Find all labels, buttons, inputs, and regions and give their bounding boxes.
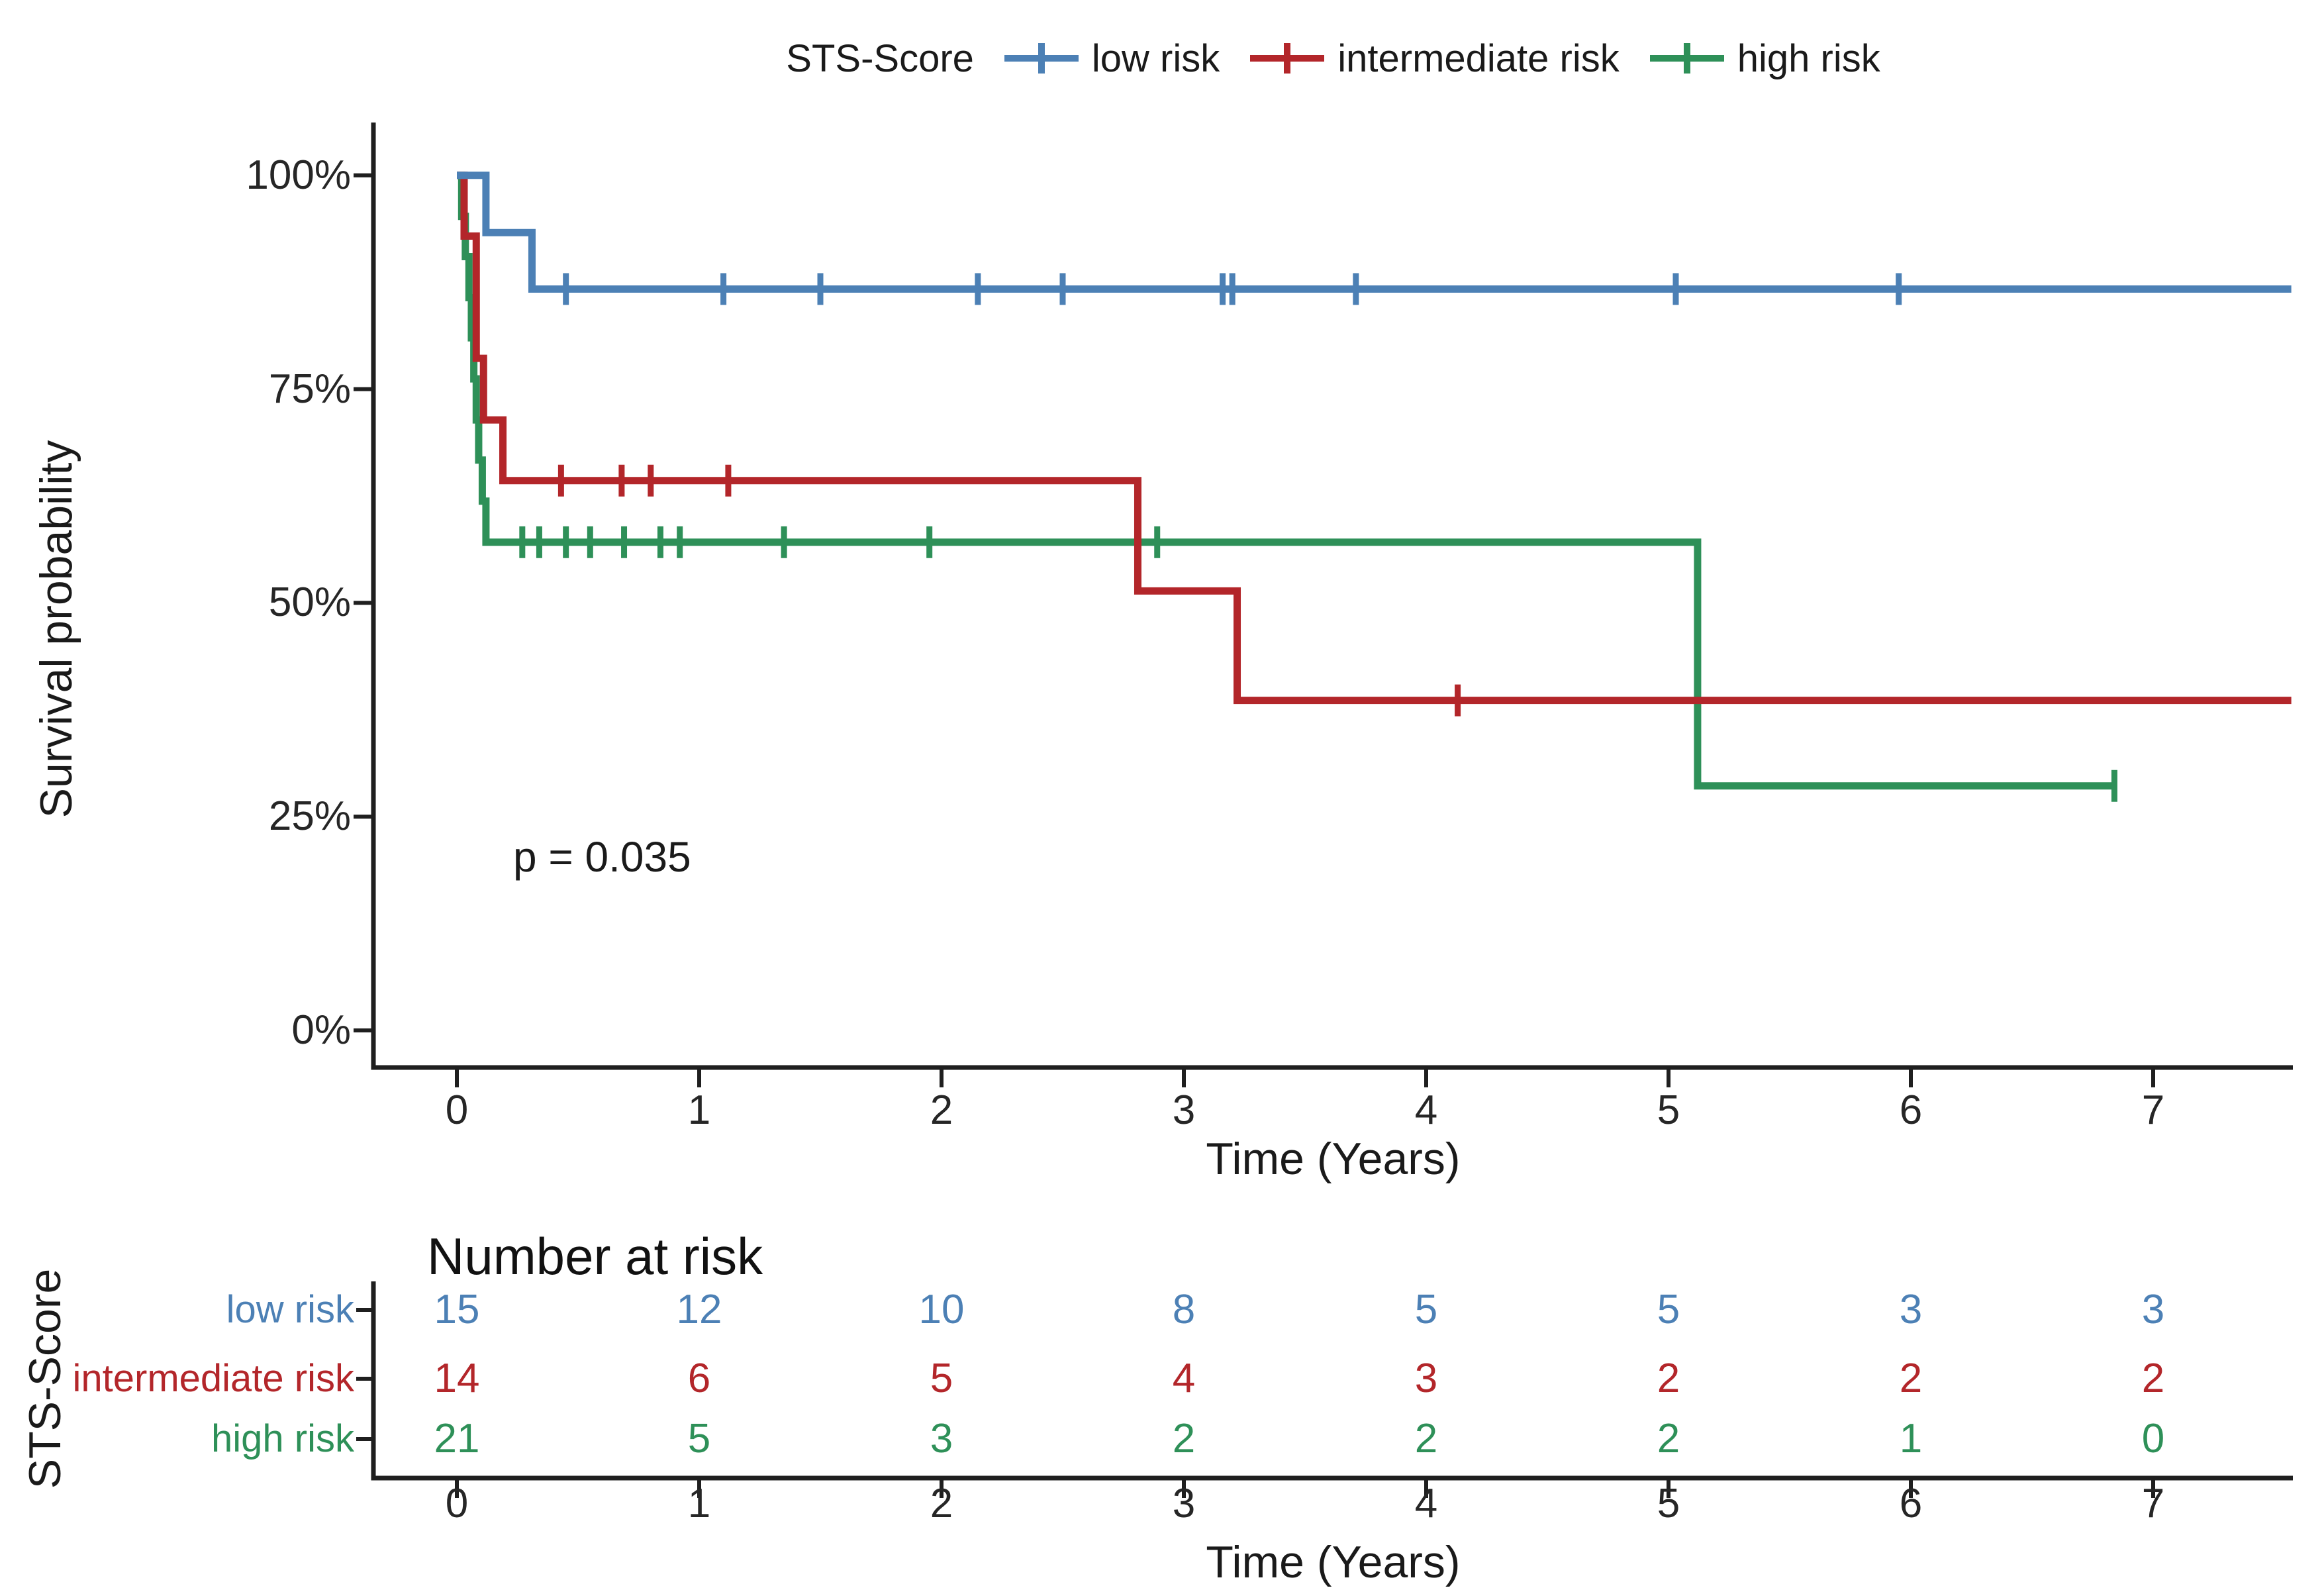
risk-count: 12 [676,1287,722,1332]
risk-count: 5 [1414,1287,1438,1332]
risk-count: 3 [930,1416,953,1462]
x-tick-label: 3 [1172,1087,1196,1133]
risk-count: 2 [1899,1356,1923,1401]
risk-table-title: Number at risk [427,1227,763,1285]
risk-x-tick-label: 0 [445,1481,469,1526]
risk-count: 2 [1172,1416,1196,1462]
risk-count: 6 [687,1356,711,1401]
km-curve-low-risk [457,172,2292,293]
risk-row-label-intermediate: intermediate risk [72,1357,354,1400]
risk-count: 2 [1414,1416,1438,1462]
km-curve-intermediate-risk [457,172,2292,705]
risk-count: 15 [434,1287,480,1332]
risk-count: 8 [1172,1287,1196,1332]
risk-x-tick-label: 1 [687,1481,711,1526]
risk-count: 14 [434,1356,480,1401]
x-tick-label: 6 [1899,1087,1923,1133]
y-tick-label-0: 0% [291,1007,351,1053]
x-tick-label: 2 [930,1087,953,1133]
risk-count: 21 [434,1416,480,1462]
risk-x-tick-label: 4 [1414,1481,1438,1526]
legend-title: STS-Score [786,36,974,80]
risk-count: 1 [1899,1416,1923,1462]
y-tick-label-75: 75% [268,366,351,412]
x-tick-label: 4 [1414,1087,1438,1133]
x-tick-label: 5 [1657,1087,1680,1133]
km-line-key-icon [1649,42,1724,75]
km-line-key-icon [1004,42,1079,75]
p-value-annotation: p = 0.035 [513,833,691,881]
risk-count: 0 [2141,1416,2165,1462]
x-tick-label: 7 [2141,1087,2165,1133]
legend: STS-Score low risk intermediate risk hig… [373,23,2293,94]
legend-item-high-risk: high risk [1649,36,1880,81]
risk-x-tick-label: 3 [1172,1481,1196,1526]
risk-count: 3 [1899,1287,1923,1332]
x-tick-label: 1 [687,1087,711,1133]
risk-x-tick-label: 7 [2141,1481,2165,1526]
km-line-key-icon [1250,42,1325,75]
legend-label: intermediate risk [1337,36,1620,80]
x-tick-label: 0 [445,1087,469,1133]
risk-count: 2 [2141,1356,2165,1401]
y-tick-label-100: 100% [246,152,351,198]
risk-x-tick-label: 2 [930,1481,953,1526]
y-tick-label-50: 50% [268,579,351,625]
legend-item-low-risk: low risk [1004,36,1220,81]
risk-count: 3 [1414,1356,1438,1401]
risk-row-label-high: high risk [211,1417,354,1460]
legend-label: high risk [1737,36,1880,80]
risk-x-tick-label: 5 [1657,1481,1680,1526]
risk-count: 5 [1657,1287,1680,1332]
risk-count: 10 [918,1287,965,1332]
risk-x-tick-label: 6 [1899,1481,1923,1526]
legend-item-intermediate-risk: intermediate risk [1250,36,1620,81]
risk-count: 2 [1657,1356,1680,1401]
y-tick-label-25: 25% [268,793,351,839]
risk-count: 2 [1657,1416,1680,1462]
risk-x-axis-title: Time (Years) [1206,1537,1461,1587]
risk-count: 3 [2141,1287,2165,1332]
x-axis-title: Time (Years) [1206,1134,1461,1184]
legend-label: low risk [1091,36,1220,80]
risk-count: 5 [930,1356,953,1401]
risk-count: 4 [1172,1356,1196,1401]
y-axis-title: Survival probability [31,440,81,819]
risk-count: 5 [687,1416,711,1462]
risk-row-label-low: low risk [226,1288,354,1331]
